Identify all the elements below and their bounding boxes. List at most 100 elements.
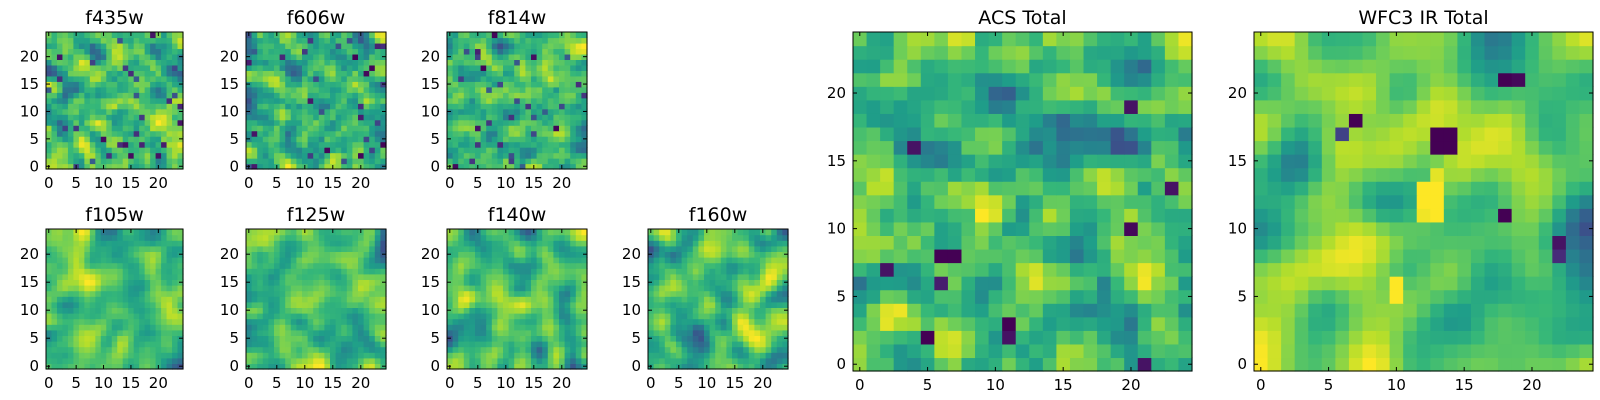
heatmap-cell — [128, 53, 135, 60]
heatmap-cell — [358, 86, 365, 93]
heatmap-cell — [150, 318, 157, 325]
heatmap-cell — [720, 296, 727, 303]
heatmap-cell — [720, 234, 727, 241]
heatmap-cell — [564, 147, 571, 154]
heatmap-cell — [257, 318, 264, 325]
heatmap-cell — [46, 268, 53, 275]
heatmap-cell — [100, 42, 107, 50]
heatmap-cell — [161, 307, 168, 314]
heatmap-cell — [907, 194, 922, 209]
heatmap-cell — [564, 296, 571, 303]
heatmap-cell — [687, 352, 694, 359]
heatmap-cell — [67, 268, 74, 275]
heatmap-cell — [469, 130, 476, 137]
heatmap-cell — [246, 130, 253, 137]
heatmap-cell — [335, 70, 342, 77]
heatmap-cell — [771, 251, 778, 258]
heatmap-cell — [458, 240, 465, 247]
heatmap-cell — [268, 240, 275, 247]
heatmap-cell — [508, 125, 515, 132]
heatmap-cell — [51, 37, 58, 44]
heatmap-cell — [542, 341, 549, 348]
heatmap-cell — [106, 273, 113, 280]
heatmap-cell — [475, 108, 482, 115]
heatmap-cell — [84, 86, 91, 93]
heatmap-cell — [279, 346, 286, 353]
heatmap-cell — [318, 290, 325, 297]
heatmap-cell — [341, 240, 348, 247]
heatmap-cell — [296, 318, 303, 325]
heatmap-cell — [853, 262, 868, 277]
heatmap-cell — [100, 240, 107, 247]
heatmap-cell — [67, 163, 74, 170]
heatmap-cell — [648, 352, 655, 359]
heatmap-cell — [542, 42, 549, 50]
heatmap-cell — [177, 147, 184, 154]
heatmap-cell — [257, 114, 264, 121]
heatmap-cell — [330, 357, 337, 364]
heatmap-cell — [720, 262, 727, 269]
heatmap-cell — [893, 289, 908, 304]
heatmap-cell — [106, 285, 113, 292]
heatmap-cell — [480, 279, 487, 286]
heatmap-cell — [748, 318, 755, 325]
heatmap-cell — [117, 346, 124, 353]
heatmap-cell — [575, 329, 582, 336]
heatmap-cell — [760, 279, 767, 286]
heatmap-cell — [117, 341, 124, 348]
heatmap-cell — [369, 363, 376, 370]
heatmap-cell — [318, 346, 325, 353]
heatmap-cell — [279, 313, 286, 320]
heatmap-cell — [84, 32, 91, 39]
heatmap-cell — [447, 70, 454, 77]
heatmap-cell — [73, 64, 80, 71]
heatmap-cell — [1042, 343, 1057, 359]
heatmap-cell — [559, 346, 566, 353]
heatmap-cell — [525, 273, 532, 280]
heatmap-cell — [547, 64, 554, 71]
heatmap-cell — [1042, 181, 1057, 196]
heatmap-cell — [698, 335, 705, 342]
heatmap-cell — [380, 352, 387, 359]
heatmap-cell — [1097, 208, 1112, 223]
heatmap-cell — [128, 97, 135, 104]
heatmap-cell — [553, 141, 560, 148]
panel-title: f125w — [287, 204, 346, 226]
heatmap-cell — [262, 114, 269, 121]
heatmap-cell — [542, 119, 549, 126]
heatmap-cell — [56, 152, 64, 159]
heatmap-cell — [346, 53, 353, 60]
heatmap-cell — [369, 307, 376, 314]
heatmap-cell — [469, 114, 476, 121]
heatmap-cell — [335, 234, 342, 241]
heatmap-cell — [285, 357, 292, 364]
heatmap-cell — [128, 103, 135, 110]
heatmap-cell — [133, 75, 140, 82]
heatmap-cell — [262, 279, 269, 286]
heatmap-cell — [726, 335, 733, 342]
heatmap-cell — [664, 346, 671, 353]
heatmap-cell — [257, 42, 264, 50]
heatmap-cell — [975, 221, 990, 236]
heatmap-cell — [67, 296, 74, 303]
heatmap-cell — [581, 97, 588, 104]
heatmap-cell — [709, 262, 716, 269]
heatmap-cell — [358, 147, 365, 154]
heatmap-cell — [318, 268, 325, 275]
heatmap-cell — [564, 251, 571, 258]
heatmap-cell — [497, 147, 504, 154]
heatmap-cell — [302, 141, 309, 148]
heatmap-cell — [525, 86, 532, 93]
heatmap-cell — [1056, 235, 1071, 250]
heatmap-cell — [1110, 221, 1125, 236]
heatmap-cell — [1124, 357, 1139, 372]
heatmap-cell — [246, 268, 253, 275]
heatmap-cell — [748, 273, 755, 280]
heatmap-cell — [581, 324, 588, 331]
heatmap-cell — [525, 307, 532, 314]
heatmap-cell — [78, 86, 85, 93]
heatmap-cell — [251, 119, 258, 126]
heatmap-cell — [89, 103, 96, 110]
heatmap-cell — [575, 163, 582, 170]
heatmap-cell — [570, 341, 577, 348]
